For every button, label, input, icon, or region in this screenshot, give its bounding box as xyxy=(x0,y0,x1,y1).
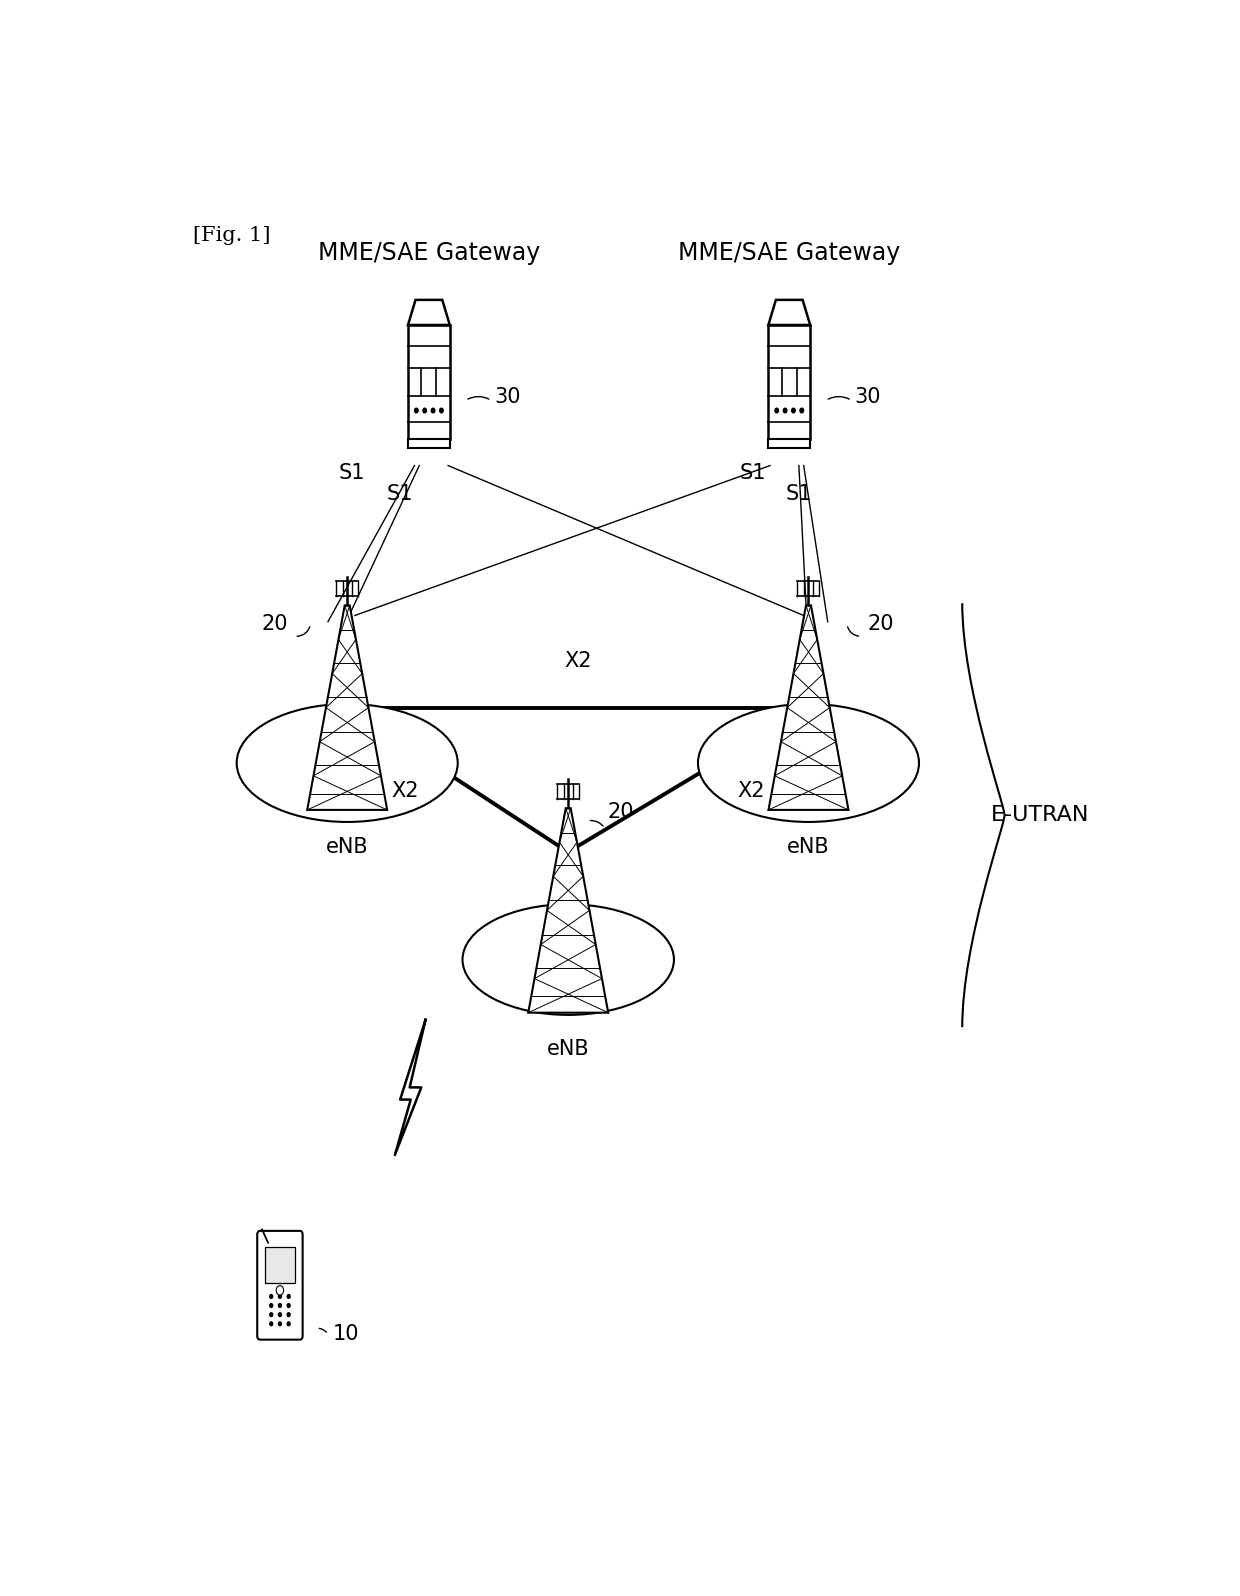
Polygon shape xyxy=(308,605,387,809)
Text: eNB: eNB xyxy=(787,836,830,857)
Text: MME/SAE Gateway: MME/SAE Gateway xyxy=(678,241,900,265)
Circle shape xyxy=(288,1294,290,1298)
Circle shape xyxy=(288,1321,290,1326)
Bar xyxy=(265,1246,295,1283)
Text: X2: X2 xyxy=(737,780,765,801)
Text: S1: S1 xyxy=(339,463,366,484)
Circle shape xyxy=(279,1304,281,1307)
Polygon shape xyxy=(769,300,810,326)
Text: S1: S1 xyxy=(786,484,812,504)
Circle shape xyxy=(775,409,779,413)
Text: [Fig. 1]: [Fig. 1] xyxy=(193,227,270,244)
Bar xyxy=(408,326,450,439)
Text: X2: X2 xyxy=(391,780,419,801)
Polygon shape xyxy=(408,300,450,326)
Circle shape xyxy=(440,409,443,413)
Polygon shape xyxy=(528,808,608,1013)
Text: S1: S1 xyxy=(739,463,766,484)
Circle shape xyxy=(270,1314,273,1317)
Bar xyxy=(408,439,450,448)
Ellipse shape xyxy=(237,704,458,822)
FancyBboxPatch shape xyxy=(257,1231,303,1339)
Circle shape xyxy=(277,1286,284,1294)
Text: X2: X2 xyxy=(564,651,591,670)
Text: 30: 30 xyxy=(854,386,882,407)
Text: 20: 20 xyxy=(262,614,289,634)
Circle shape xyxy=(279,1314,281,1317)
Text: 20: 20 xyxy=(608,803,635,822)
Text: S1: S1 xyxy=(387,484,413,504)
Polygon shape xyxy=(394,1020,425,1156)
Circle shape xyxy=(279,1321,281,1326)
Circle shape xyxy=(288,1304,290,1307)
Circle shape xyxy=(791,409,795,413)
Text: 20: 20 xyxy=(867,614,894,634)
Circle shape xyxy=(288,1314,290,1317)
Bar xyxy=(769,326,810,439)
Text: 10: 10 xyxy=(332,1325,360,1344)
Circle shape xyxy=(279,1294,281,1298)
Circle shape xyxy=(784,409,787,413)
Text: E-UTRAN: E-UTRAN xyxy=(991,806,1090,825)
Text: eNB: eNB xyxy=(547,1039,589,1060)
Circle shape xyxy=(423,409,427,413)
Ellipse shape xyxy=(698,704,919,822)
Text: MME/SAE Gateway: MME/SAE Gateway xyxy=(317,241,539,265)
Text: 30: 30 xyxy=(495,386,521,407)
Circle shape xyxy=(800,409,804,413)
Circle shape xyxy=(432,409,435,413)
Text: eNB: eNB xyxy=(326,836,368,857)
Circle shape xyxy=(270,1321,273,1326)
Bar xyxy=(769,439,810,448)
Ellipse shape xyxy=(463,905,675,1015)
Circle shape xyxy=(270,1304,273,1307)
Circle shape xyxy=(270,1294,273,1298)
Circle shape xyxy=(414,409,418,413)
Polygon shape xyxy=(769,605,848,809)
